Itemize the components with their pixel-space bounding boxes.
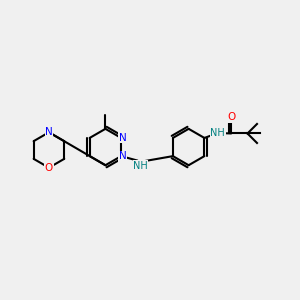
Text: NH: NH: [133, 161, 148, 171]
Text: NH: NH: [210, 128, 225, 139]
Text: O: O: [45, 163, 53, 173]
Text: N: N: [45, 127, 53, 137]
Text: N: N: [119, 151, 127, 161]
Text: O: O: [227, 112, 235, 122]
Text: N: N: [119, 133, 127, 143]
